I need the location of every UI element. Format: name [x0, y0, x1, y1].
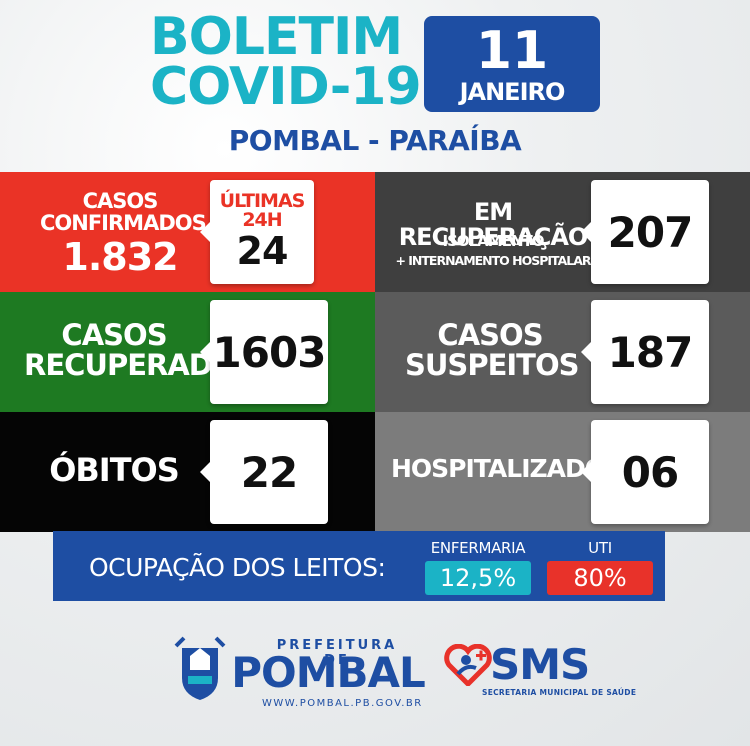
last-24h-value: 24 — [236, 229, 289, 273]
deaths-value: 22 — [200, 420, 328, 524]
date-day: 11 — [475, 21, 549, 81]
recovered-label: CASOS RECUPERADOS — [24, 318, 256, 383]
ward-label: ENFERMARIA — [430, 539, 526, 557]
deaths-label: ÓBITOS — [49, 451, 180, 489]
date-month: JANEIRO — [459, 78, 566, 106]
suspects-label-line1: CASOS — [437, 318, 543, 352]
in-recovery-sub2: + INTERNAMENTO HOSPITALAR — [395, 253, 591, 268]
bed-occupancy-label: OCUPAÇÃO DOS LEITOS: — [89, 553, 386, 582]
date-badge: 11 JANEIRO — [424, 16, 600, 112]
location-label: POMBAL - PARAÍBA — [228, 124, 522, 157]
icu-value: 80% — [547, 561, 653, 595]
icu-occupancy: UTI 80% — [547, 539, 653, 595]
title-line-1: BOLETIM — [150, 7, 403, 67]
ward-value: 12,5% — [425, 561, 531, 595]
hospitalized-label: HOSPITALIZADOS — [391, 454, 623, 483]
confirmed-total: 1.832 — [62, 235, 178, 279]
last-24h-card: ÚLTIMAS 24H 24 — [200, 180, 314, 284]
suspects-value: 187 — [581, 300, 709, 404]
suspects-panel: CASOS SUSPEITOS 187 — [375, 292, 750, 412]
prefeitura-name: POMBAL — [231, 648, 426, 697]
pombal-crest-icon — [174, 636, 226, 700]
suspects-label: CASOS SUSPEITOS — [405, 318, 580, 383]
last-24h-label-line1: ÚLTIMAS — [219, 190, 306, 212]
confirmed-label: CASOS CONFIRMADOS — [40, 189, 207, 236]
recovered-value: 1603 — [200, 300, 328, 404]
recovered-panel: CASOS RECUPERADOS 1603 — [0, 292, 375, 412]
confirmed-cases-panel: CASOS CONFIRMADOS 1.832 ÚLTIMAS 24H 24 — [0, 172, 375, 292]
recovered-label-line2: RECUPERADOS — [24, 348, 256, 383]
title-line-2: COVID-19 — [150, 57, 422, 117]
hospitalized-panel: HOSPITALIZADOS 06 — [375, 412, 750, 532]
sms-subtitle: SECRETARIA MUNICIPAL DE SAÚDE — [482, 688, 637, 697]
in-recovery-label: EM RECUPERAÇÃO — [398, 198, 589, 252]
hospitalized-value: 06 — [581, 420, 709, 524]
icu-label: UTI — [588, 539, 612, 557]
last-24h-label: ÚLTIMAS 24H — [219, 190, 306, 231]
confirmed-label-line2: CONFIRMADOS — [40, 211, 207, 236]
suspects-label-line2: SUSPEITOS — [405, 348, 580, 383]
bed-occupancy-bar: OCUPAÇÃO DOS LEITOS: ENFERMARIA 12,5% UT… — [53, 531, 665, 601]
recovered-label-line1: CASOS — [61, 318, 167, 352]
bulletin-title: BOLETIM COVID-19 — [150, 7, 422, 117]
last-24h-label-line2: 24H — [242, 209, 282, 231]
in-recovery-value: 207 — [581, 180, 709, 284]
prefeitura-url: WWW.POMBAL.PB.GOV.BR — [262, 698, 423, 709]
sms-logo-text: SMS — [490, 640, 590, 689]
in-recovery-sub1: ISOLAMENTO — [442, 232, 544, 250]
sms-heart-icon — [444, 644, 492, 686]
deaths-panel: ÓBITOS 22 — [0, 412, 375, 532]
prefeitura-caption: PREFEITURA DE — [276, 638, 398, 668]
ward-occupancy: ENFERMARIA 12,5% — [425, 539, 531, 595]
in-recovery-panel: EM RECUPERAÇÃO ISOLAMENTO + INTERNAMENTO… — [375, 172, 750, 292]
confirmed-label-line1: CASOS — [82, 189, 159, 213]
